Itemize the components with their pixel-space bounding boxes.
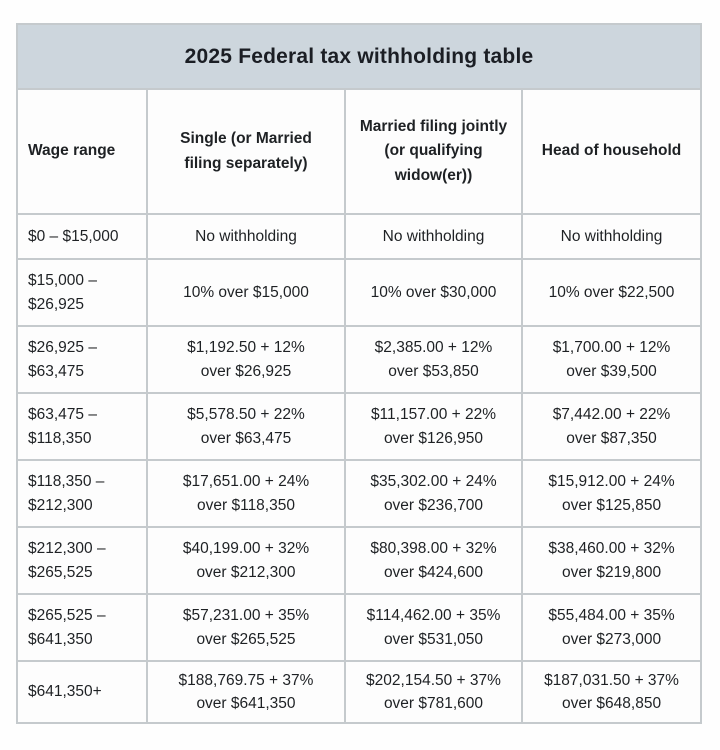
table-row: $118,350 – $212,300 $17,651.00 + 24% ove… [16,459,703,528]
table-row: $26,925 – $63,475 $1,192.50 + 12% over $… [16,325,703,394]
cell-single: $57,231.00 + 35% over $265,525 [146,593,346,662]
table-row: $265,525 – $641,350 $57,231.00 + 35% ove… [16,593,703,662]
table-title: 2025 Federal tax withholding table [15,23,703,90]
cell-head-of-household: 10% over $22,500 [520,258,703,327]
cell-married-jointly: No withholding [344,213,523,260]
cell-wage-range: $63,475 – $118,350 [16,392,148,461]
cell-single: $5,578.50 + 22% over $63,475 [146,392,346,461]
cell-wage-range: $0 – $15,000 [16,213,148,260]
cell-single: 10% over $15,000 [146,258,346,327]
column-header-wage-range: Wage range [16,88,148,215]
column-header-head-of-household: Head of household [520,88,703,215]
table-row: $212,300 – $265,525 $40,199.00 + 32% ove… [16,526,703,595]
cell-head-of-household: $38,460.00 + 32% over $219,800 [520,526,703,595]
cell-married-jointly: $114,462.00 + 35% over $531,050 [344,593,523,662]
cell-single: $17,651.00 + 24% over $118,350 [146,459,346,528]
cell-head-of-household: $1,700.00 + 12% over $39,500 [520,325,703,394]
cell-single: $1,192.50 + 12% over $26,925 [146,325,346,394]
table-row: $15,000 – $26,925 10% over $15,000 10% o… [16,258,703,327]
cell-head-of-household: $7,442.00 + 22% over $87,350 [520,392,703,461]
cell-wage-range: $265,525 – $641,350 [16,593,148,662]
cell-head-of-household: $15,912.00 + 24% over $125,850 [520,459,703,528]
table-row: $63,475 – $118,350 $5,578.50 + 22% over … [16,392,703,461]
table-title-row: 2025 Federal tax withholding table [15,23,703,90]
cell-wage-range: $26,925 – $63,475 [16,325,148,394]
cell-head-of-household: No withholding [520,213,703,260]
column-header-married-jointly: Married filing jointly (or qualifying wi… [344,88,523,215]
table-header-row: Wage range Single (or Married filing sep… [16,88,703,215]
column-header-single: Single (or Married filing separately) [146,88,346,215]
cell-married-jointly: $202,154.50 + 37% over $781,600 [344,660,523,724]
cell-married-jointly: 10% over $30,000 [344,258,523,327]
table-row: $0 – $15,000 No withholding No withholdi… [16,213,703,260]
cell-head-of-household: $55,484.00 + 35% over $273,000 [520,593,703,662]
cell-married-jointly: $2,385.00 + 12% over $53,850 [344,325,523,394]
cell-wage-range: $641,350+ [16,660,148,724]
cell-wage-range: $15,000 – $26,925 [16,258,148,327]
table-row: $641,350+ $188,769.75 + 37% over $641,35… [16,660,703,724]
cell-wage-range: $118,350 – $212,300 [16,459,148,528]
cell-single: $188,769.75 + 37% over $641,350 [146,660,346,724]
cell-single: $40,199.00 + 32% over $212,300 [146,526,346,595]
cell-married-jointly: $11,157.00 + 22% over $126,950 [344,392,523,461]
federal-tax-withholding-table: 2025 Federal tax withholding table Wage … [15,23,703,724]
cell-single: No withholding [146,213,346,260]
cell-head-of-household: $187,031.50 + 37% over $648,850 [520,660,703,724]
cell-married-jointly: $80,398.00 + 32% over $424,600 [344,526,523,595]
cell-married-jointly: $35,302.00 + 24% over $236,700 [344,459,523,528]
cell-wage-range: $212,300 – $265,525 [16,526,148,595]
